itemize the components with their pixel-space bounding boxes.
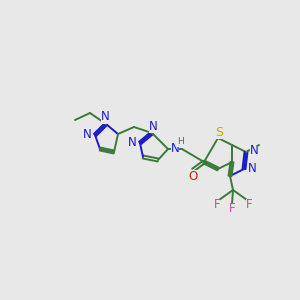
Text: H: H	[177, 137, 183, 146]
Text: F: F	[214, 199, 220, 212]
Text: N: N	[248, 163, 256, 176]
Text: N: N	[171, 142, 179, 154]
Text: F: F	[246, 199, 252, 212]
Text: N: N	[148, 119, 158, 133]
Text: S: S	[215, 125, 223, 139]
Text: F: F	[229, 202, 235, 215]
Text: N: N	[82, 128, 91, 140]
Text: N: N	[100, 110, 109, 124]
Text: N: N	[128, 136, 136, 149]
Text: O: O	[188, 169, 198, 182]
Text: N: N	[250, 145, 258, 158]
